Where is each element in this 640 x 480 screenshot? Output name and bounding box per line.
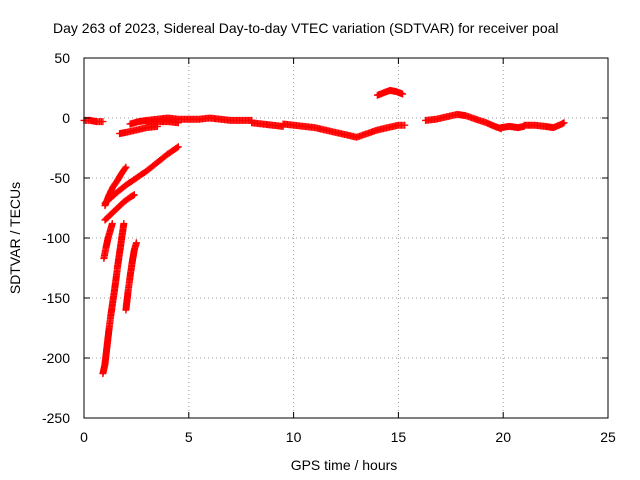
- x-tick-label: 10: [286, 429, 302, 445]
- data-segment: [100, 220, 116, 262]
- data-segment: [101, 143, 182, 207]
- data-segment: [422, 110, 505, 133]
- data-segment: [122, 239, 140, 314]
- y-tick-label: -250: [42, 410, 70, 426]
- x-tick-label: 5: [185, 429, 193, 445]
- series-sdtvar: [80, 86, 568, 378]
- chart-title: Day 263 of 2023, Sidereal Day-to-day VTE…: [53, 20, 559, 36]
- data-segment: [373, 86, 407, 99]
- x-tick-label: 15: [391, 429, 407, 445]
- y-tick-label: -200: [42, 350, 70, 366]
- data-segment: [101, 191, 138, 224]
- data-segment: [143, 118, 182, 127]
- x-tick-label: 20: [495, 429, 511, 445]
- x-axis-label: GPS time / hours: [291, 457, 398, 473]
- x-tick-label: 25: [600, 429, 616, 445]
- data-segment: [520, 119, 568, 132]
- gridlines: [84, 58, 608, 418]
- y-tick-label: 50: [54, 50, 70, 66]
- y-tick-label: -150: [42, 290, 70, 306]
- y-tick-label: 0: [62, 110, 70, 126]
- y-tick-label: -50: [50, 170, 70, 186]
- data-series: [80, 86, 568, 378]
- data-segment: [99, 220, 128, 378]
- axis-ticks: 0 5 10 15 20 25 -250 -200 -150 -100 -50 0 50: [42, 50, 616, 445]
- y-tick-label: -100: [42, 230, 70, 246]
- x-tick-label: 0: [80, 429, 88, 445]
- data-segment: [248, 119, 287, 130]
- data-segment: [497, 122, 528, 132]
- data-segment: [279, 120, 409, 141]
- y-axis-label: SDTVAR / TECUs: [7, 182, 23, 294]
- data-segment: [116, 122, 161, 138]
